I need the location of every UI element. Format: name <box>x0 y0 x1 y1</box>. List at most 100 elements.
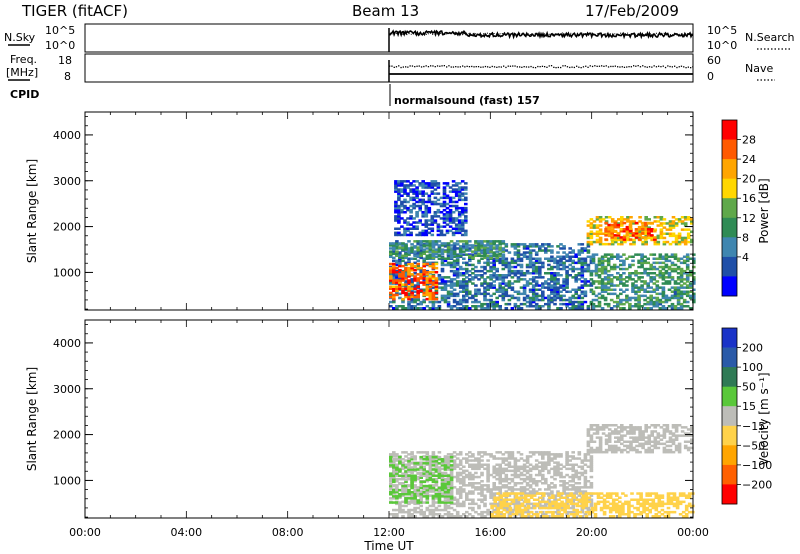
heatmap-cell <box>631 290 635 293</box>
heatmap-cell <box>626 238 630 242</box>
nave-point <box>560 66 562 69</box>
heatmap-cell <box>419 504 423 508</box>
heatmap-cell <box>653 442 658 446</box>
heatmap-cell <box>653 446 658 450</box>
heatmap-cell <box>580 300 585 304</box>
heatmap-cell <box>504 261 509 265</box>
heatmap-cell <box>465 272 469 275</box>
heatmap-cell <box>556 259 560 263</box>
heatmap-cell <box>522 272 527 275</box>
heatmap-cell <box>548 510 552 514</box>
heatmap-cell <box>522 486 527 489</box>
heatmap-cell <box>655 292 660 296</box>
cpid-row: CPID normalsound (fast) 157 <box>10 84 540 107</box>
heatmap-cell <box>547 263 551 267</box>
heatmap-cell <box>507 461 512 464</box>
heatmap-cell <box>617 438 621 441</box>
nave-point <box>612 65 614 68</box>
heatmap-cell <box>477 475 481 479</box>
heatmap-cell <box>431 305 436 308</box>
heatmap-cell <box>685 294 690 298</box>
heatmap-cell <box>626 450 630 454</box>
heatmap-cell <box>468 506 472 510</box>
heatmap-cell <box>480 492 484 495</box>
heatmap-cell <box>465 510 469 514</box>
heatmap-cell <box>556 263 560 267</box>
heatmap-cell <box>415 233 419 237</box>
heatmap-cell <box>553 288 557 291</box>
heatmap-cell <box>498 276 502 279</box>
heatmap-cell <box>471 500 475 504</box>
heatmap-cell <box>437 462 442 465</box>
heatmap-cell <box>631 288 635 291</box>
heatmap-cell <box>510 307 515 310</box>
heatmap-cell <box>656 446 661 450</box>
heatmap-cell <box>502 508 507 512</box>
heatmap-cell <box>419 256 423 260</box>
heatmap-cell <box>565 269 569 273</box>
heatmap-cell <box>455 504 460 508</box>
heatmap-cell <box>553 290 557 293</box>
heatmap-cell <box>395 252 399 255</box>
heatmap-cell <box>553 455 557 458</box>
heatmap-cell <box>410 295 414 299</box>
heatmap-cell <box>428 463 433 466</box>
heatmap-cell <box>395 261 399 265</box>
heatmap-cell <box>492 265 496 269</box>
freq-label: Freq. <box>10 53 37 66</box>
heatmap-cell <box>644 240 648 244</box>
heatmap-cell <box>516 469 521 473</box>
heatmap-cell <box>541 510 545 514</box>
heatmap-cell <box>685 290 690 293</box>
heatmap-cell <box>395 254 399 257</box>
heatmap-cell <box>580 261 585 265</box>
nave-point <box>619 66 621 68</box>
heatmap-cell <box>538 473 542 477</box>
heatmap-cell <box>492 488 496 491</box>
y-tick-label: 3000 <box>53 175 81 188</box>
heatmap-cell <box>551 510 555 514</box>
heatmap-cell <box>401 289 405 293</box>
heatmap-cell <box>525 269 530 273</box>
heatmap-cell <box>606 253 611 256</box>
heatmap-cell <box>591 298 596 302</box>
heatmap-cell <box>577 274 582 277</box>
heatmap-cell <box>448 204 453 208</box>
heatmap-cell <box>449 290 454 293</box>
heatmap-cell <box>571 492 575 495</box>
heatmap-cell <box>565 272 569 275</box>
heatmap-cell <box>507 298 512 302</box>
heatmap-cell <box>553 298 557 302</box>
heatmap-cell <box>602 502 607 506</box>
heatmap-cell <box>428 307 433 310</box>
heatmap-cell <box>522 245 527 248</box>
heatmap-cell <box>397 233 401 237</box>
heatmap-cell <box>460 213 465 216</box>
heatmap-cell <box>562 261 566 265</box>
heatmap-cell <box>410 262 414 266</box>
heatmap-cell <box>454 225 459 228</box>
heatmap-cell <box>495 244 499 247</box>
heatmap-cell <box>538 245 542 248</box>
heatmap-cell <box>531 261 536 265</box>
heatmap-cell <box>513 259 518 263</box>
heatmap-cell <box>661 278 666 281</box>
heatmap-cell <box>468 451 472 454</box>
heatmap-cell <box>531 490 536 493</box>
heatmap-cell <box>422 298 426 302</box>
heatmap-cell <box>541 513 545 516</box>
heatmap-cell <box>401 291 405 295</box>
heatmap-cell <box>591 282 596 285</box>
heatmap-cell <box>531 482 536 485</box>
heatmap-cell <box>653 426 658 429</box>
heatmap-cell <box>644 216 648 219</box>
heatmap-cell <box>589 461 594 464</box>
heatmap-cell <box>431 495 436 498</box>
heatmap-cell <box>421 215 425 218</box>
heatmap-cell <box>407 247 411 250</box>
heatmap-cell <box>604 434 609 437</box>
heatmap-cell <box>498 252 502 255</box>
heatmap-cell <box>562 255 566 258</box>
heatmap-cell <box>440 278 445 281</box>
